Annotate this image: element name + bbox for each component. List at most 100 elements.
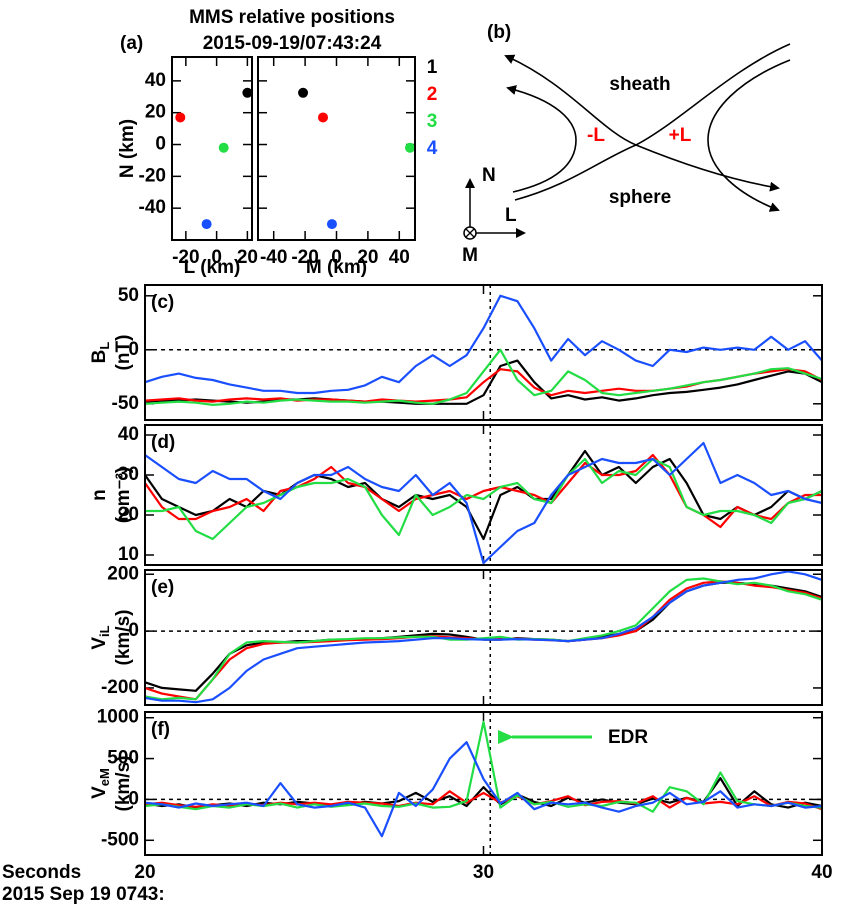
y-axis-label-main: V <box>89 786 110 799</box>
panel-label: (f) <box>151 719 170 740</box>
panel-label: (c) <box>151 292 174 313</box>
y-tick-label: 1000 <box>97 707 139 728</box>
y-axis-label: N (km) <box>117 119 138 178</box>
legend-label: 2 <box>427 84 438 105</box>
series-line <box>144 449 823 541</box>
y-tick-label: 0 <box>155 134 166 155</box>
axis-label: M <box>462 245 478 266</box>
spacecraft-point <box>201 219 212 230</box>
series-line <box>144 453 822 529</box>
field-line <box>514 43 791 201</box>
y-tick-label: 500 <box>107 748 139 769</box>
chart-title: MMS relative positions <box>189 7 395 28</box>
m-axis-symbol <box>465 228 475 238</box>
y-axis-label-main: B <box>89 350 110 364</box>
y-axis-unit: (nT) <box>113 335 134 371</box>
series-line <box>144 581 823 692</box>
panel-label: (e) <box>151 577 174 598</box>
legend-label: 3 <box>427 111 438 132</box>
x-tick-label: 40 <box>389 247 410 268</box>
x-tick-label: 40 <box>811 862 832 883</box>
y-tick-label: 200 <box>107 563 139 584</box>
panel-label: (a) <box>120 33 143 54</box>
series-line <box>144 741 823 838</box>
series-line <box>144 577 823 701</box>
y-tick-label: -200 <box>101 677 139 698</box>
spacecraft-point <box>218 142 229 153</box>
axis-label: N <box>482 165 496 186</box>
diagram: (b) sheath sphere -L +L N L M <box>462 22 791 266</box>
series-line <box>144 720 823 813</box>
y-tick-label: 0 <box>128 620 139 641</box>
y-tick-label: 50 <box>118 285 139 306</box>
spacecraft-point <box>326 219 337 230</box>
x-tick-label: 20 <box>237 247 258 268</box>
y-tick-label: -40 <box>139 197 166 218</box>
y-tick-label: -20 <box>139 165 166 186</box>
spacecraft-point <box>317 112 328 123</box>
spacecraft-point <box>404 142 415 153</box>
x-tick-label: -20 <box>291 247 318 268</box>
region-label: sphere <box>609 187 671 208</box>
x-tick-label: 20 <box>134 862 155 883</box>
series-line <box>144 294 823 395</box>
y-axis-label-sub: iL <box>97 625 112 637</box>
series-line <box>144 570 823 704</box>
y-tick-label: -500 <box>101 829 139 850</box>
plot-frame <box>257 56 416 241</box>
direction-label: +L <box>669 125 692 146</box>
field-line <box>506 85 577 193</box>
x-tick-label: 0 <box>331 247 342 268</box>
x-tick-label: 0 <box>211 247 222 268</box>
plot-frame <box>171 56 253 241</box>
y-tick-label: 0 <box>128 788 139 809</box>
y-axis-label: ViL <box>89 625 112 649</box>
x-axis-label: Seconds <box>2 862 81 883</box>
spacecraft-point <box>242 87 253 98</box>
y-axis-label: VeM <box>89 768 112 799</box>
y-axis-unit: (km/s) <box>113 610 134 666</box>
y-tick-label: -50 <box>112 393 139 414</box>
date-label: 2015 Sep 19 0743: <box>2 884 165 905</box>
series-line <box>145 457 823 541</box>
region-label: sheath <box>609 74 670 95</box>
series-line <box>144 368 823 403</box>
y-axis-unit: (cm⁻³) <box>113 467 134 523</box>
y-tick-label: 0 <box>128 339 139 360</box>
y-axis-label-main: V <box>89 637 110 650</box>
y-tick-label: 40 <box>118 424 139 445</box>
y-tick-label: 20 <box>145 102 166 123</box>
legend-label: 4 <box>427 138 438 159</box>
x-axis-label: L (km) <box>184 257 241 278</box>
x-tick-label: -40 <box>260 247 287 268</box>
annotation-label: EDR <box>608 727 648 748</box>
y-axis-label: n <box>89 489 110 501</box>
plot-frame <box>144 424 823 566</box>
direction-label: -L <box>587 125 605 146</box>
x-tick-label: 30 <box>473 862 494 883</box>
y-tick-label: 10 <box>118 544 139 565</box>
plot-frame <box>144 284 823 421</box>
y-axis-label-main: n <box>89 489 110 501</box>
legend-label: 1 <box>427 57 438 78</box>
series-line <box>144 348 823 406</box>
y-axis-label-sub: L <box>97 342 112 350</box>
x-axis-label: M (km) <box>306 257 367 278</box>
panel-label: (d) <box>151 432 175 453</box>
y-tick-label: 20 <box>118 504 139 525</box>
y-tick-label: 30 <box>118 464 139 485</box>
plot-frame <box>144 711 823 856</box>
chart-subtitle: 2015-09-19/07:43:24 <box>203 33 382 54</box>
y-axis-label-sub: eM <box>97 768 112 786</box>
series-line <box>144 441 823 565</box>
axis-label: L <box>505 205 517 226</box>
panel-label: (b) <box>487 22 511 43</box>
y-axis-label: BL <box>89 342 112 364</box>
x-tick-label: 20 <box>357 247 378 268</box>
spacecraft-point <box>175 112 186 123</box>
y-tick-label: 40 <box>145 70 166 91</box>
spacecraft-point <box>298 87 309 98</box>
field-line <box>707 59 791 212</box>
plot-frame <box>144 569 823 706</box>
